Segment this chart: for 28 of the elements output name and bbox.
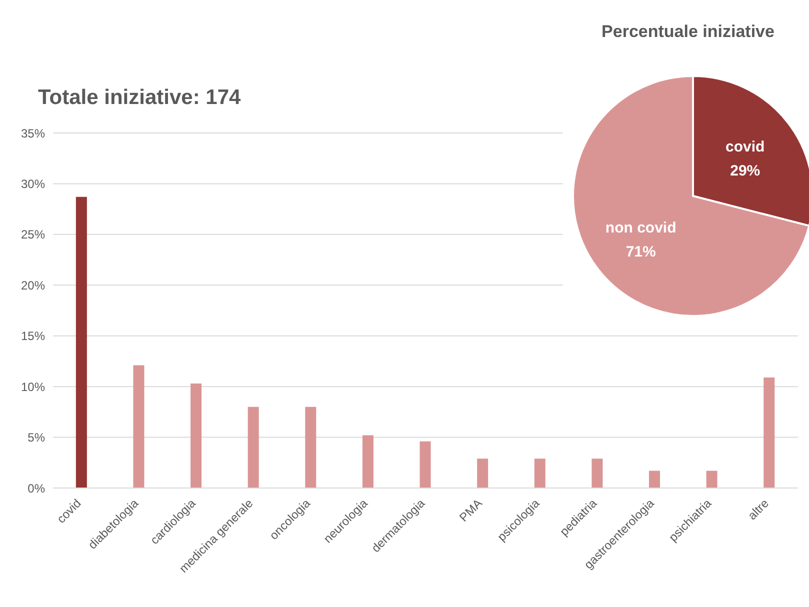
bar <box>362 435 374 488</box>
slice-label: non covid <box>605 219 676 236</box>
bar <box>592 458 603 488</box>
slice-label: covid <box>726 138 765 156</box>
bar <box>477 458 488 488</box>
bar <box>706 470 718 488</box>
chart-title: Totale iniziative: 174 <box>38 86 241 110</box>
y-tick-label: 20% <box>20 278 46 292</box>
bar <box>133 365 144 488</box>
y-tick-label: 0% <box>28 481 46 496</box>
data-label: 29% <box>730 162 760 180</box>
y-tick-label: 30% <box>20 176 46 191</box>
bar <box>248 406 259 488</box>
y-tick-label: 5% <box>28 430 46 445</box>
y-tick-label: 35% <box>20 126 46 140</box>
bar <box>76 196 87 488</box>
y-tick-label: 10% <box>20 380 46 394</box>
bar <box>190 384 202 488</box>
bar <box>534 458 546 488</box>
bar <box>649 470 660 488</box>
y-tick-label: 25% <box>20 228 46 242</box>
bar <box>420 441 431 488</box>
chart-title: Percentuale iniziative <box>600 22 776 42</box>
data-label: 71% <box>626 243 656 260</box>
y-tick-label: 15% <box>20 329 46 344</box>
x-tick-label: altre <box>745 496 772 523</box>
bar <box>305 406 316 488</box>
bar <box>764 377 775 488</box>
